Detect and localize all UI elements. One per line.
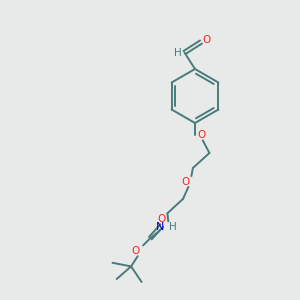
Text: O: O [158, 214, 166, 224]
Text: H: H [174, 47, 182, 58]
Text: O: O [131, 246, 140, 256]
Text: N: N [156, 222, 165, 232]
Text: O: O [197, 130, 206, 140]
Text: O: O [182, 176, 190, 187]
Text: O: O [202, 34, 211, 45]
Text: H: H [169, 222, 176, 233]
